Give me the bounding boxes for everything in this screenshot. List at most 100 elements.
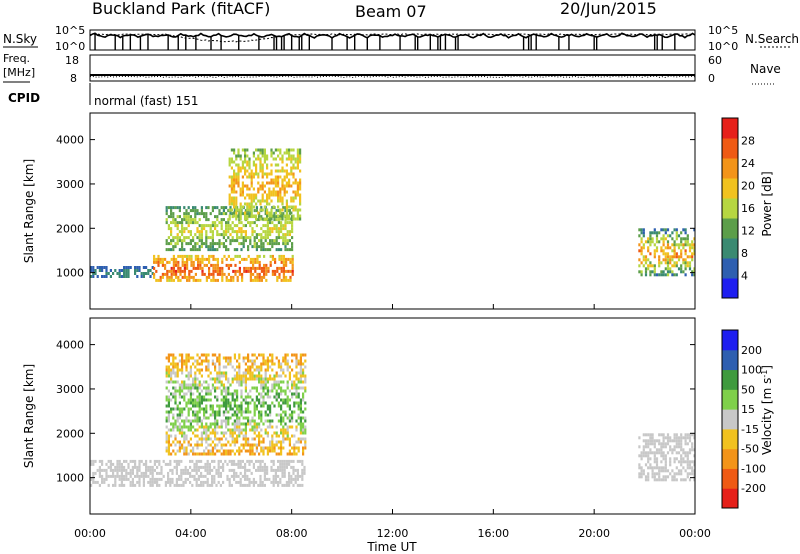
power-cell [235, 202, 238, 206]
velocity-cell [264, 380, 267, 384]
velocity-cell [244, 398, 247, 402]
velocity-cell [194, 404, 197, 408]
power-cell [249, 257, 252, 261]
power-cell [275, 209, 278, 213]
power-cell [153, 254, 156, 258]
velocity-cell [171, 477, 174, 481]
power-cell [231, 215, 234, 219]
velocity-cell [280, 380, 283, 384]
velocity-cell [142, 477, 145, 481]
power-cell [248, 208, 251, 212]
power-cell [283, 151, 286, 155]
velocity-cell [258, 377, 261, 381]
power-cell [216, 218, 219, 222]
velocity-cell [172, 449, 175, 453]
velocity-cell [167, 404, 170, 408]
velocity-cell [299, 401, 302, 405]
power-cell [245, 266, 248, 270]
velocity-cell [244, 410, 247, 414]
power-cell [279, 187, 282, 191]
velocity-cell [192, 404, 195, 408]
velocity-cell [211, 440, 214, 444]
velocity-cell [266, 465, 269, 469]
velocity-cell [156, 483, 159, 487]
velocity-cell [227, 404, 230, 408]
velocity-cell [662, 475, 665, 479]
velocity-cell [171, 468, 174, 472]
power-cell [292, 181, 295, 185]
velocity-cell [227, 380, 230, 384]
velocity-cell [664, 454, 667, 458]
velocity-cell [172, 395, 175, 399]
velocity-cell [671, 478, 674, 482]
velocity-cell [198, 410, 201, 414]
velocity-cell [189, 371, 192, 375]
power-cell [666, 228, 670, 232]
power-cell [236, 233, 239, 237]
velocity-cell [183, 440, 186, 444]
power-cell [214, 269, 217, 273]
velocity-cell [170, 380, 173, 384]
power-cell [197, 257, 200, 261]
power-cell [269, 239, 272, 243]
velocity-cell [181, 410, 184, 414]
velocity-cell [264, 362, 267, 366]
power-cell [669, 261, 672, 265]
velocity-cell [264, 386, 267, 390]
power-cell [194, 257, 197, 261]
velocity-cell [275, 443, 278, 447]
velocity-cell [156, 480, 159, 484]
power-cell [649, 243, 652, 247]
power-cell [205, 245, 208, 249]
velocity-cell [174, 374, 177, 378]
power-cell [208, 272, 211, 276]
power-cell [671, 231, 674, 235]
power-cell [125, 272, 128, 275]
power-cell [653, 273, 656, 277]
power-cell [257, 187, 260, 191]
velocity-cell [302, 437, 305, 441]
power-cell [269, 233, 272, 237]
power-cell [253, 209, 256, 213]
velocity-cell [279, 462, 282, 466]
velocity-cell [136, 474, 139, 478]
velocity-cell [180, 483, 183, 487]
velocity-cell [640, 466, 643, 470]
velocity-cell [291, 425, 294, 429]
velocity-cell [211, 428, 214, 432]
velocity-cell [252, 465, 255, 469]
velocity-cell [208, 483, 211, 487]
power-cell [244, 211, 247, 215]
velocity-cell [194, 401, 197, 405]
velocity-cell [192, 380, 195, 384]
power-cell [241, 148, 244, 152]
velocity-cell [288, 365, 291, 369]
power-cell [230, 196, 233, 200]
power-cell [248, 160, 251, 164]
power-cell [290, 184, 293, 188]
power-cell [642, 258, 645, 262]
power-cell [647, 267, 650, 271]
power-cell [230, 208, 233, 212]
power-cell [255, 202, 258, 206]
velocity-cell [160, 471, 163, 475]
power-cell [259, 184, 262, 188]
power-cell [189, 248, 192, 252]
power-cell [290, 211, 293, 215]
power-cell [269, 260, 272, 264]
velocity-cell [255, 422, 258, 426]
velocity-cell [286, 437, 289, 441]
power-cell [247, 236, 250, 240]
velocity-cell [240, 395, 243, 399]
power-cell [189, 230, 192, 234]
velocity-cell [204, 465, 207, 469]
velocity-cell [295, 362, 298, 366]
power-cell [272, 190, 275, 194]
velocity-cell [200, 383, 203, 387]
power-cell [296, 157, 299, 161]
power-cell [266, 193, 269, 197]
velocity-cell [181, 365, 184, 369]
power-cell [675, 264, 678, 268]
velocity-cell [206, 459, 209, 463]
